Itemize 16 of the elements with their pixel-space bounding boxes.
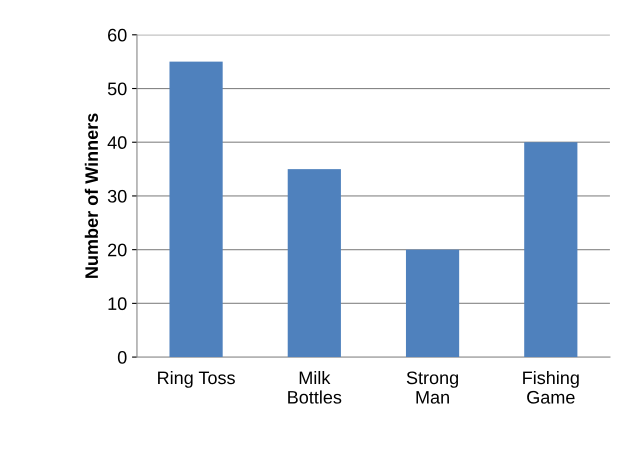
bar bbox=[288, 169, 341, 358]
x-tick-label: Ring Toss bbox=[158, 370, 235, 388]
x-tick-label: Milk Bottles bbox=[288, 370, 342, 404]
y-tick-label: 10 bbox=[108, 297, 127, 310]
bar bbox=[406, 250, 460, 358]
y-tick-label: 40 bbox=[108, 136, 127, 149]
y-tick-label: 20 bbox=[108, 244, 127, 256]
bar bbox=[524, 142, 578, 358]
bar bbox=[169, 62, 223, 358]
x-tick-label: Strong Man bbox=[406, 371, 458, 404]
y-tick-label: 50 bbox=[108, 82, 127, 96]
y-tick-label: 0 bbox=[118, 351, 127, 364]
x-tick-label: Fishing Game bbox=[523, 370, 579, 404]
y-tick-label: 30 bbox=[108, 190, 127, 203]
y-axis-title: Number of Winners bbox=[84, 114, 98, 278]
y-tick-label: 60 bbox=[108, 28, 127, 42]
